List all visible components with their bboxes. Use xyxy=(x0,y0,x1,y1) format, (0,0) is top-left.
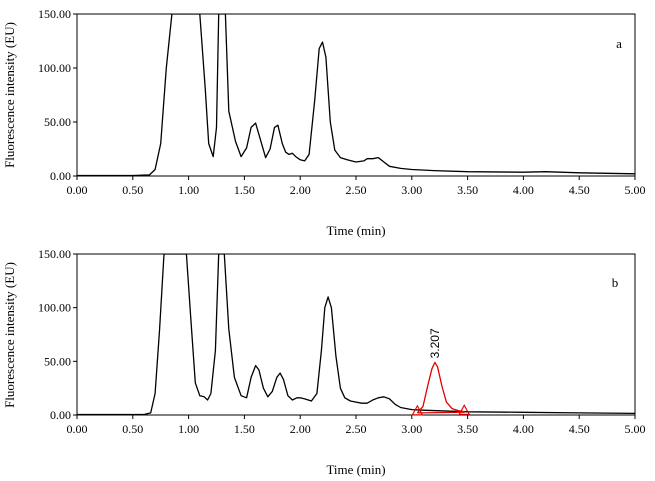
x-tick-label: 4.50 xyxy=(569,422,590,436)
peak-end-marker xyxy=(458,404,471,415)
x-tick-label: 1.00 xyxy=(178,183,199,197)
x-axis-b: 0.00 0.50 1.00 1.50 2.00 2.50 3.00 3.50 4.00 4.50… xyxy=(67,415,646,436)
x-axis-title-a: Time (min) xyxy=(326,223,385,238)
y-axis-title-b: Fluorescence intensity (EU) xyxy=(2,262,17,408)
x-axis-a: 0.00 0.50 1.00 1.50 2.00 2.50 3.00 3.50 4.00 4.50… xyxy=(67,176,646,197)
integrated-peak-trace-b xyxy=(416,361,465,414)
x-tick-label: 3.00 xyxy=(401,183,422,197)
series-group-b xyxy=(77,254,635,415)
plot-frame-a xyxy=(76,13,636,177)
x-tick-label: 1.50 xyxy=(234,183,255,197)
x-tick-label: 2.50 xyxy=(346,183,367,197)
x-tick-label: 4.50 xyxy=(569,183,590,197)
x-tick-label: 0.50 xyxy=(122,422,143,436)
x-tick-label: 5.00 xyxy=(625,422,646,436)
y-tick-label: 50.00 xyxy=(44,115,71,129)
peak-retention-label: 3.207 xyxy=(428,328,442,358)
plot-frame-b xyxy=(76,253,636,416)
x-tick-label: 2.50 xyxy=(346,422,367,436)
x-tick-label: 2.00 xyxy=(290,422,311,436)
x-tick-label: 4.00 xyxy=(513,183,534,197)
x-tick-label: 3.50 xyxy=(457,422,478,436)
x-tick-label: 1.50 xyxy=(234,422,255,436)
x-tick-label: 0.50 xyxy=(122,183,143,197)
panel-label-b: b xyxy=(612,275,619,290)
x-tick-label: 1.00 xyxy=(178,422,199,436)
x-tick-label: 4.00 xyxy=(513,422,534,436)
x-tick-label: 5.00 xyxy=(625,183,646,197)
peak-baseline xyxy=(417,411,465,414)
y-axis-a: 0.00 50.00 100.00 150.00 xyxy=(38,7,77,183)
chart-panel-b: 0.00 50.00 100.00 150.00 0.00 0.50 1.00 1.50 2.… xyxy=(2,247,646,477)
y-tick-label: 0.00 xyxy=(50,169,71,183)
y-tick-label: 0.00 xyxy=(50,408,71,422)
series-group-a xyxy=(77,14,635,176)
y-axis-b: 0.00 50.00 100.00 150.00 xyxy=(38,247,77,422)
y-axis-title-a: Fluorescence intensity (EU) xyxy=(2,22,17,168)
chromatogram-trace-a xyxy=(77,14,635,176)
x-tick-label: 0.00 xyxy=(67,422,88,436)
y-tick-label: 150.00 xyxy=(38,7,71,21)
x-tick-label: 3.00 xyxy=(401,422,422,436)
y-tick-label: 100.00 xyxy=(38,301,71,315)
x-axis-title-b: Time (min) xyxy=(326,462,385,477)
y-tick-label: 150.00 xyxy=(38,247,71,261)
y-tick-label: 100.00 xyxy=(38,61,71,75)
y-tick-label: 50.00 xyxy=(44,354,71,368)
x-tick-label: 3.50 xyxy=(457,183,478,197)
peak-start-marker xyxy=(411,404,424,416)
x-tick-label: 2.00 xyxy=(290,183,311,197)
chart-panel-a: 0.00 50.00 100.00 150.00 0.00 0.50 1.00 1.50 2.… xyxy=(2,7,646,238)
x-tick-label: 0.00 xyxy=(67,183,88,197)
panel-label-a: a xyxy=(616,36,622,51)
chromatogram-trace-b xyxy=(77,254,635,415)
